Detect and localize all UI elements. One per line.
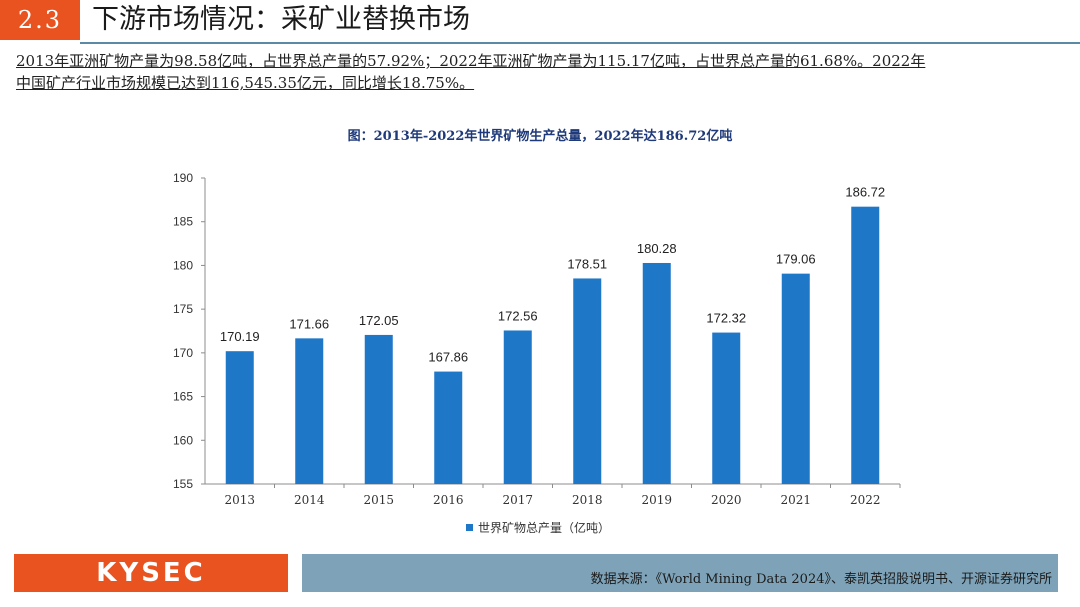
intro-line-2: 中国矿产行业市场规模已达到116,545.35亿元，同比增长18.75%。 bbox=[16, 74, 475, 92]
data-label-2021: 179.06 bbox=[776, 252, 816, 267]
x-tick-label-2018: 2018 bbox=[572, 493, 603, 507]
bar-2022 bbox=[851, 206, 880, 484]
bar-2018 bbox=[573, 278, 602, 484]
chart-title: 图：2013年-2022年世界矿物生产总量，2022年达186.72亿吨 bbox=[347, 129, 733, 144]
data-label-2014: 171.66 bbox=[289, 316, 329, 331]
data-label-2018: 178.51 bbox=[567, 256, 607, 271]
legend-label: 世界矿物总产量（亿吨） bbox=[478, 520, 610, 535]
x-tick-label-2020: 2020 bbox=[711, 493, 742, 507]
data-label-2020: 172.32 bbox=[706, 311, 746, 326]
x-tick-label-2017: 2017 bbox=[502, 493, 533, 507]
data-source-note: 数据来源：《World Mining Data 2024》、泰凯英招股说明书、开… bbox=[590, 572, 1052, 587]
intro-line-1: 2013年亚洲矿物产量为98.58亿吨，占世界总产量的57.92%；2022年亚… bbox=[16, 52, 926, 70]
data-label-2015: 172.05 bbox=[359, 313, 399, 328]
bar-2020 bbox=[712, 332, 741, 484]
data-label-2013: 170.19 bbox=[220, 329, 260, 344]
data-label-2022: 186.72 bbox=[845, 185, 885, 200]
bar-2017 bbox=[503, 330, 532, 484]
x-tick-label-2019: 2019 bbox=[641, 493, 672, 507]
bar-2014 bbox=[295, 338, 324, 484]
y-tick-label: 185 bbox=[173, 215, 193, 229]
footer-bar bbox=[302, 554, 1058, 592]
x-tick-label-2013: 2013 bbox=[224, 493, 255, 507]
x-tick-label-2021: 2021 bbox=[780, 493, 811, 507]
title-divider bbox=[80, 42, 1080, 44]
page-title: 下游市场情况：采矿业替换市场 bbox=[92, 4, 470, 35]
bar-2019 bbox=[642, 262, 671, 484]
section-number-badge: 2.3 bbox=[0, 0, 80, 40]
bar-2015 bbox=[364, 334, 393, 484]
data-label-2017: 172.56 bbox=[498, 308, 538, 323]
intro-text: 2013年亚洲矿物产量为98.58亿吨，占世界总产量的57.92%；2022年亚… bbox=[16, 50, 1046, 94]
bar-2013 bbox=[225, 351, 254, 484]
x-tick-label-2015: 2015 bbox=[363, 493, 394, 507]
y-tick-label: 175 bbox=[173, 302, 193, 316]
data-label-2016: 167.86 bbox=[428, 350, 468, 365]
bar-2021 bbox=[781, 273, 810, 484]
y-tick-label: 180 bbox=[173, 258, 193, 272]
y-tick-label: 165 bbox=[173, 390, 193, 404]
kysec-logo: KYSEC bbox=[14, 554, 288, 592]
data-label-2019: 180.28 bbox=[637, 241, 677, 256]
x-tick-label-2014: 2014 bbox=[294, 493, 325, 507]
bar-2016 bbox=[434, 371, 463, 484]
y-tick-label: 170 bbox=[173, 346, 193, 360]
y-tick-label: 160 bbox=[173, 433, 193, 447]
x-tick-label-2016: 2016 bbox=[433, 493, 464, 507]
y-tick-label: 155 bbox=[173, 477, 193, 491]
x-tick-label-2022: 2022 bbox=[850, 493, 881, 507]
legend-swatch bbox=[466, 524, 473, 531]
y-tick-label: 190 bbox=[173, 171, 193, 185]
